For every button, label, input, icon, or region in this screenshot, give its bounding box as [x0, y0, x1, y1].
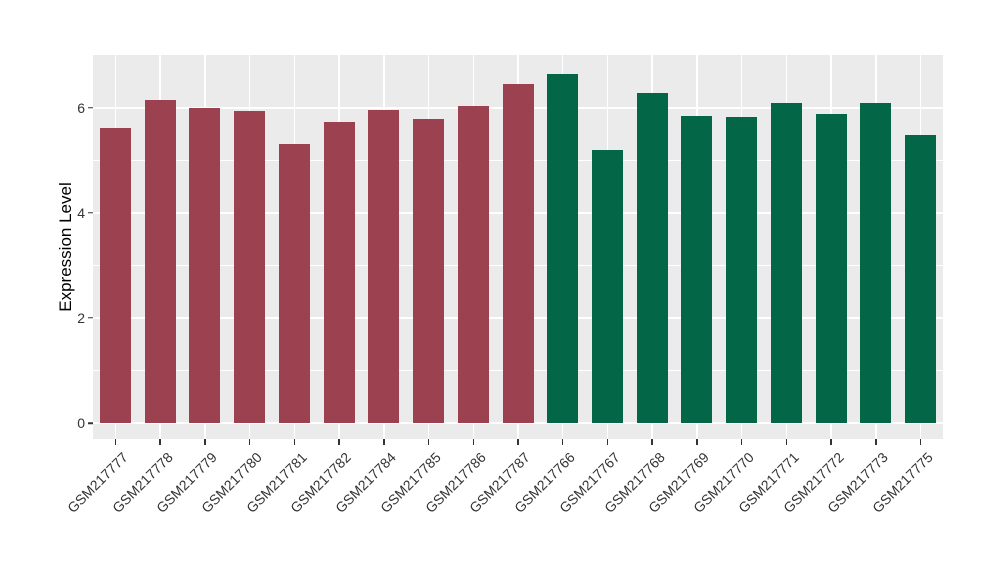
y-tick-label: 2 [77, 309, 85, 326]
y-tick-label: 0 [77, 415, 85, 431]
x-tick-mark [919, 439, 922, 445]
bar [323, 122, 355, 423]
x-tick-mark [472, 439, 474, 445]
x-tick-mark [248, 439, 251, 445]
x-tick-mark [740, 439, 743, 445]
bar [815, 113, 847, 423]
bar [681, 115, 713, 423]
x-tick-mark [204, 439, 206, 445]
x-tick-mark [338, 439, 340, 445]
bar [770, 102, 802, 423]
bar [144, 99, 176, 423]
x-tick-mark [561, 439, 564, 445]
bar [278, 143, 310, 423]
x-tick-mark [427, 439, 430, 445]
bar [547, 73, 579, 423]
y-tick-mark [88, 106, 93, 109]
x-tick-mark [517, 439, 519, 445]
bar [591, 149, 623, 423]
x-tick-mark [785, 439, 788, 445]
plot-panel [93, 55, 943, 439]
bar [189, 108, 221, 423]
bar [457, 105, 489, 423]
y-tick-label: 6 [77, 99, 85, 116]
x-tick-mark [651, 439, 653, 445]
x-tick-mark [830, 439, 832, 445]
x-tick-mark [114, 439, 117, 445]
bar [368, 109, 400, 423]
bar [905, 134, 937, 423]
bar [99, 127, 131, 423]
bar [636, 93, 668, 423]
y-tick-label: 4 [77, 204, 85, 221]
y-tick-mark [88, 211, 93, 214]
x-tick-mark [696, 439, 698, 445]
x-tick-mark [159, 439, 161, 445]
x-tick-mark [606, 439, 609, 445]
bar [234, 111, 266, 423]
y-tick-mark [88, 317, 93, 319]
x-tick-mark [875, 439, 877, 445]
bar [726, 116, 758, 423]
bar [860, 102, 892, 423]
x-tick-mark [293, 439, 296, 445]
x-tick-mark [383, 439, 385, 445]
y-axis-title: Expression Level [56, 182, 75, 312]
bar [413, 119, 445, 423]
bar [502, 84, 534, 423]
y-tick-mark [88, 422, 93, 424]
